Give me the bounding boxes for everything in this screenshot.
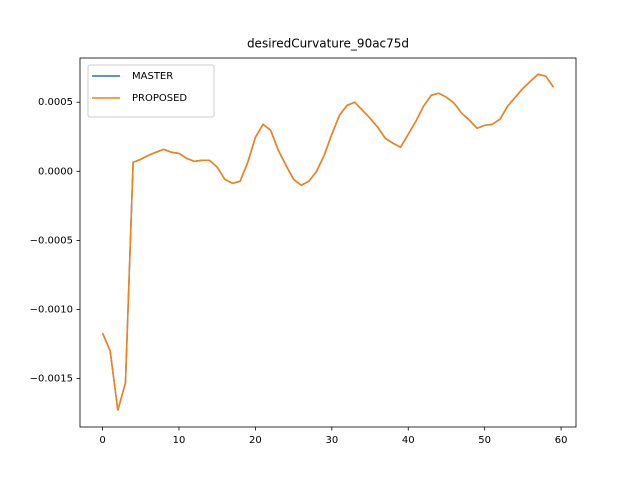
plot-frame	[79, 57, 577, 428]
y-tick-label: −0.0015	[30, 374, 73, 385]
legend-label: PROPOSED	[132, 93, 187, 104]
y-tick-label: 0.0005	[38, 97, 73, 108]
x-tick-label: 0	[99, 435, 105, 446]
x-tick-label: 40	[402, 435, 415, 446]
legend-box	[87, 64, 215, 118]
x-tick-label: 30	[325, 435, 338, 446]
chart-title: desiredCurvature_90ac75d	[247, 37, 409, 51]
legend-label: MASTER	[132, 71, 173, 82]
y-tick-label: 0.0000	[38, 166, 73, 177]
y-tick-label: −0.0010	[30, 305, 73, 316]
y-tick-label: −0.0005	[30, 235, 73, 246]
x-tick-label: 20	[249, 435, 262, 446]
x-tick-label: 10	[173, 435, 186, 446]
x-tick-label: 50	[478, 435, 491, 446]
series-line	[101, 73, 555, 411]
x-tick-label: 60	[555, 435, 568, 446]
